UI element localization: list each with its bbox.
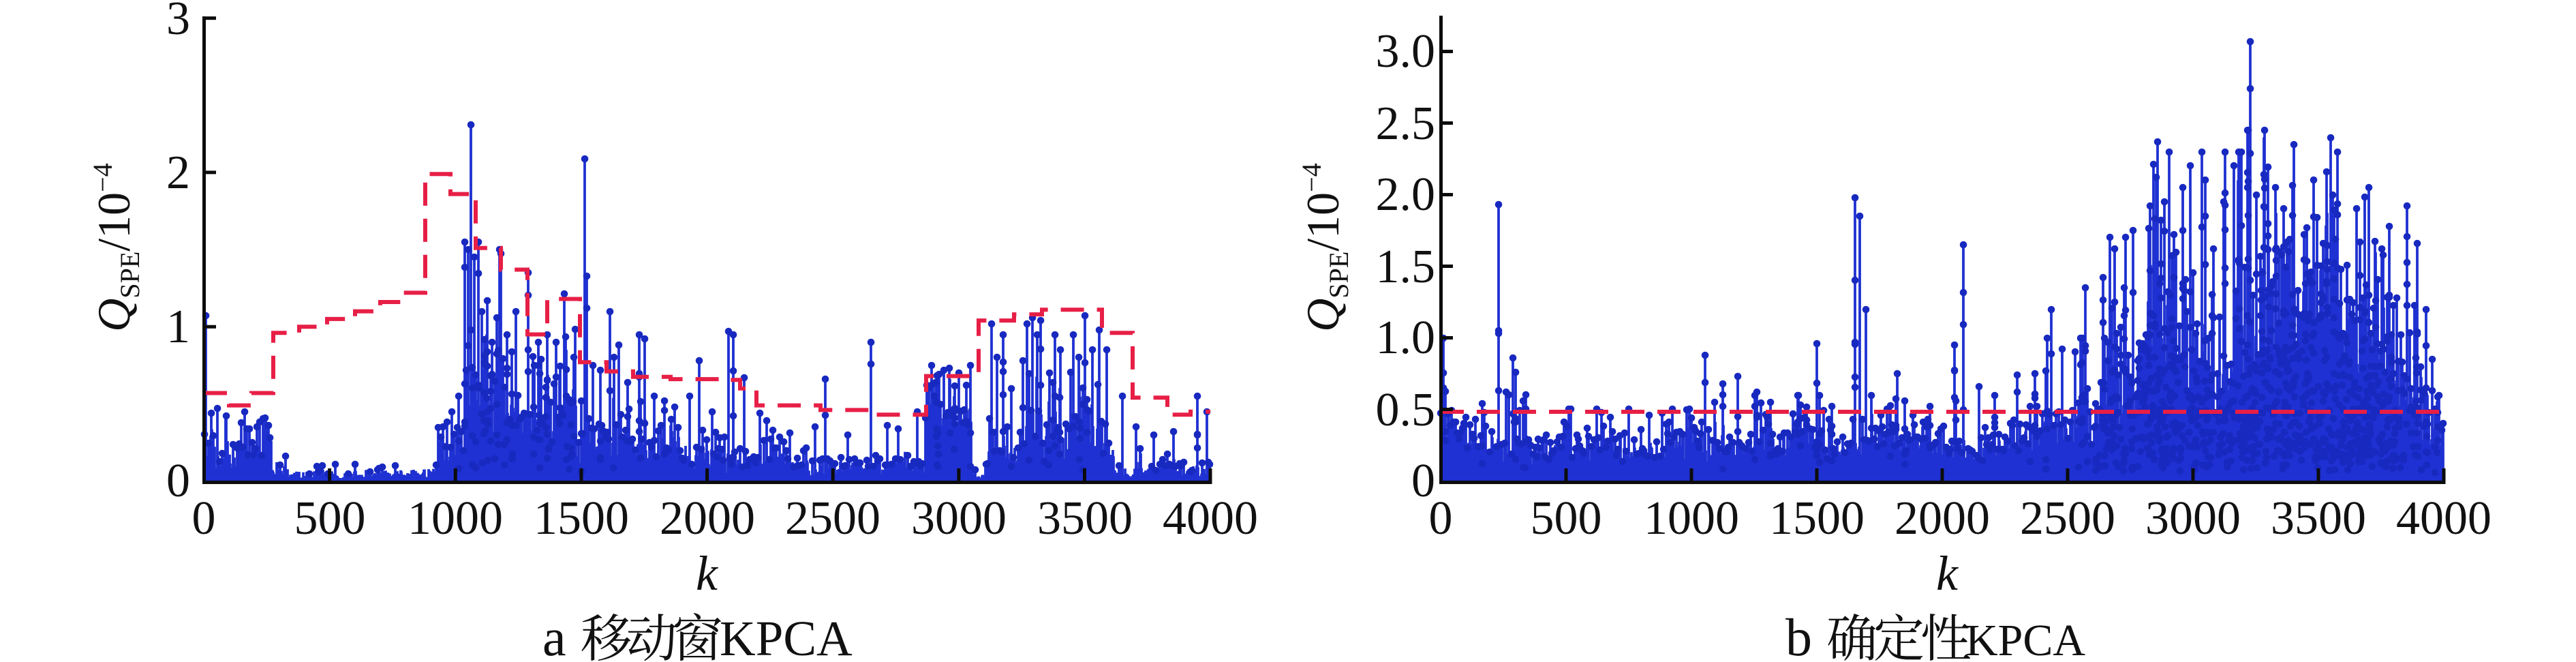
- svg-text:0.5: 0.5: [1376, 384, 1436, 436]
- svg-text:3000: 3000: [911, 492, 1007, 545]
- svg-text:500: 500: [294, 492, 366, 545]
- svg-text:QSPE/10−4: QSPE/10−4: [87, 163, 145, 332]
- svg-text:k: k: [1936, 546, 1959, 601]
- svg-text:2.0: 2.0: [1376, 168, 1436, 221]
- svg-text:0: 0: [192, 492, 216, 545]
- svg-text:0: 0: [166, 455, 190, 507]
- svg-text:2000: 2000: [1895, 492, 1990, 545]
- svg-text:2500: 2500: [785, 492, 880, 545]
- svg-text:1000: 1000: [1644, 492, 1739, 545]
- svg-text:k: k: [696, 546, 719, 601]
- svg-text:a: a: [542, 607, 566, 662]
- svg-text:1.0: 1.0: [1376, 312, 1436, 364]
- svg-text:3: 3: [166, 0, 190, 45]
- svg-text:0: 0: [1429, 492, 1453, 545]
- svg-text:1000: 1000: [408, 492, 503, 545]
- svg-text:1500: 1500: [534, 492, 629, 545]
- svg-text:0: 0: [1411, 455, 1435, 507]
- svg-text:4000: 4000: [1163, 492, 1258, 545]
- svg-text:2500: 2500: [2020, 492, 2115, 545]
- svg-text:4000: 4000: [2396, 492, 2491, 545]
- svg-text:3500: 3500: [1037, 492, 1133, 545]
- svg-text:KPCA: KPCA: [720, 611, 853, 662]
- svg-text:QSPE/10−4: QSPE/10−4: [1296, 163, 1354, 332]
- svg-text:3000: 3000: [2145, 492, 2241, 545]
- svg-text:b: b: [1785, 607, 1812, 662]
- svg-text:3500: 3500: [2271, 492, 2366, 545]
- svg-text:2000: 2000: [660, 492, 755, 545]
- svg-text:2.5: 2.5: [1376, 97, 1436, 150]
- svg-text:2: 2: [166, 147, 190, 199]
- svg-text:1: 1: [166, 301, 190, 353]
- svg-text:KPCA: KPCA: [1965, 616, 2085, 662]
- svg-text:500: 500: [1531, 492, 1602, 545]
- svg-text:3.0: 3.0: [1376, 25, 1436, 78]
- svg-text:1.5: 1.5: [1376, 241, 1436, 293]
- svg-text:1500: 1500: [1769, 492, 1865, 545]
